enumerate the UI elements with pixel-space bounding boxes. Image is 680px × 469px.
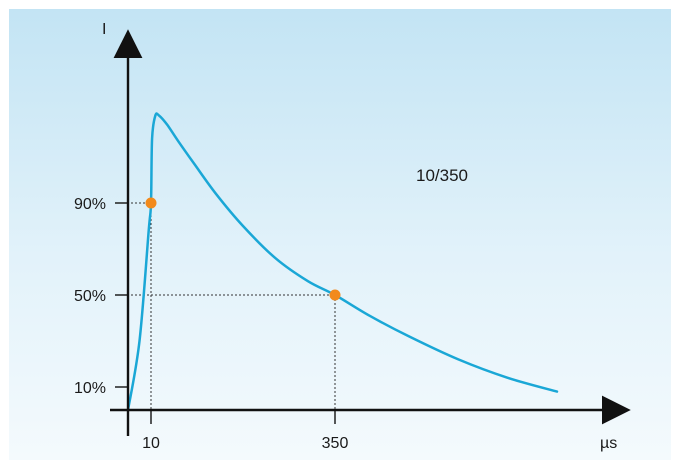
x-tick-label-0: 10 xyxy=(142,435,160,452)
ticks: 10 350 90% 50% 10% xyxy=(74,196,348,452)
x-axis-label: µs xyxy=(600,435,617,452)
data-point-1 xyxy=(329,289,341,301)
y-axis-label: I xyxy=(102,21,106,38)
x-tick-label-1: 350 xyxy=(322,435,349,452)
data-point-0 xyxy=(145,197,157,209)
y-tick-label-0: 90% xyxy=(74,196,106,213)
markers xyxy=(145,197,341,301)
series-line xyxy=(126,112,559,412)
y-tick-label-2: 10% xyxy=(74,380,106,397)
chart-background xyxy=(9,9,671,460)
y-tick-label-1: 50% xyxy=(74,288,106,305)
chart-annotation: 10/350 xyxy=(416,166,468,185)
